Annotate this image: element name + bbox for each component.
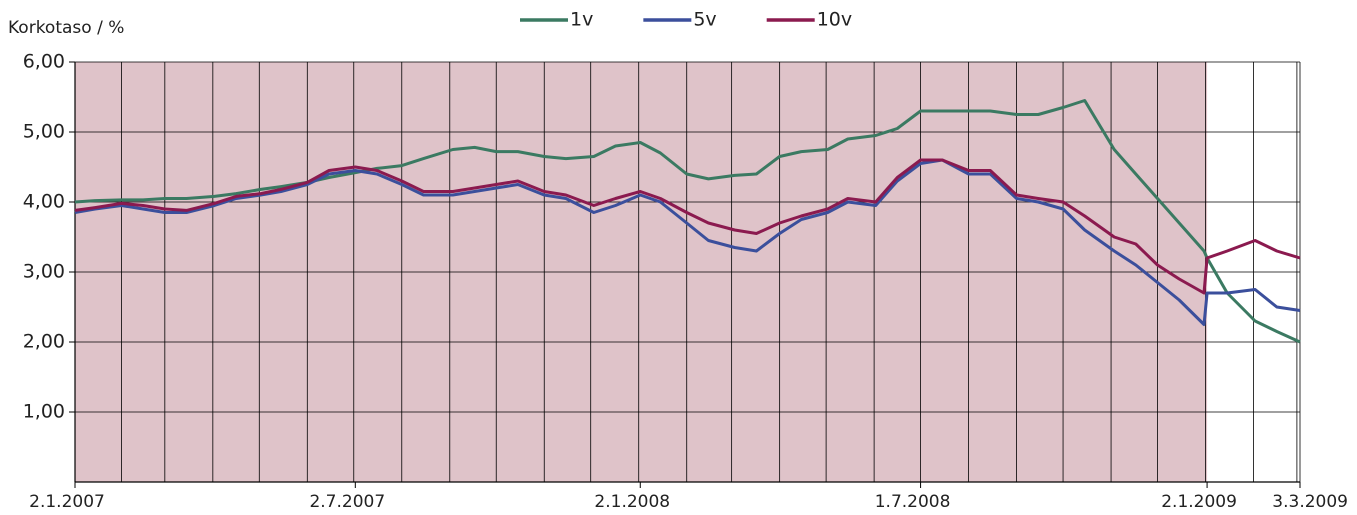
y-tick-label: 2,00 (23, 331, 65, 353)
x-tick-label: 2.1.2009 (1161, 492, 1237, 512)
series-line (74, 158, 1301, 326)
y-axis-title: Korkotaso / % (8, 18, 124, 38)
x-tick-label: 1.7.2008 (875, 492, 951, 512)
y-tick-label: 4,00 (23, 191, 65, 213)
y-tick-label: 1,00 (23, 401, 65, 423)
x-tick-label: 3.3.2009 (1272, 492, 1348, 512)
x-tick-label: 2.1.2008 (594, 492, 670, 512)
y-tick-label: 3,00 (23, 261, 65, 283)
legend-label: 1v (570, 9, 593, 31)
y-tick-label: 6,00 (23, 51, 65, 73)
x-tick-label: 2.7.2007 (309, 492, 385, 512)
series-line (74, 99, 1301, 344)
legend-label: 10v (817, 9, 852, 31)
series-line (74, 158, 1301, 295)
legend-label: 5v (693, 9, 716, 31)
y-tick-label: 5,00 (23, 121, 65, 143)
x-tick-label: 2.1.2007 (29, 492, 105, 512)
